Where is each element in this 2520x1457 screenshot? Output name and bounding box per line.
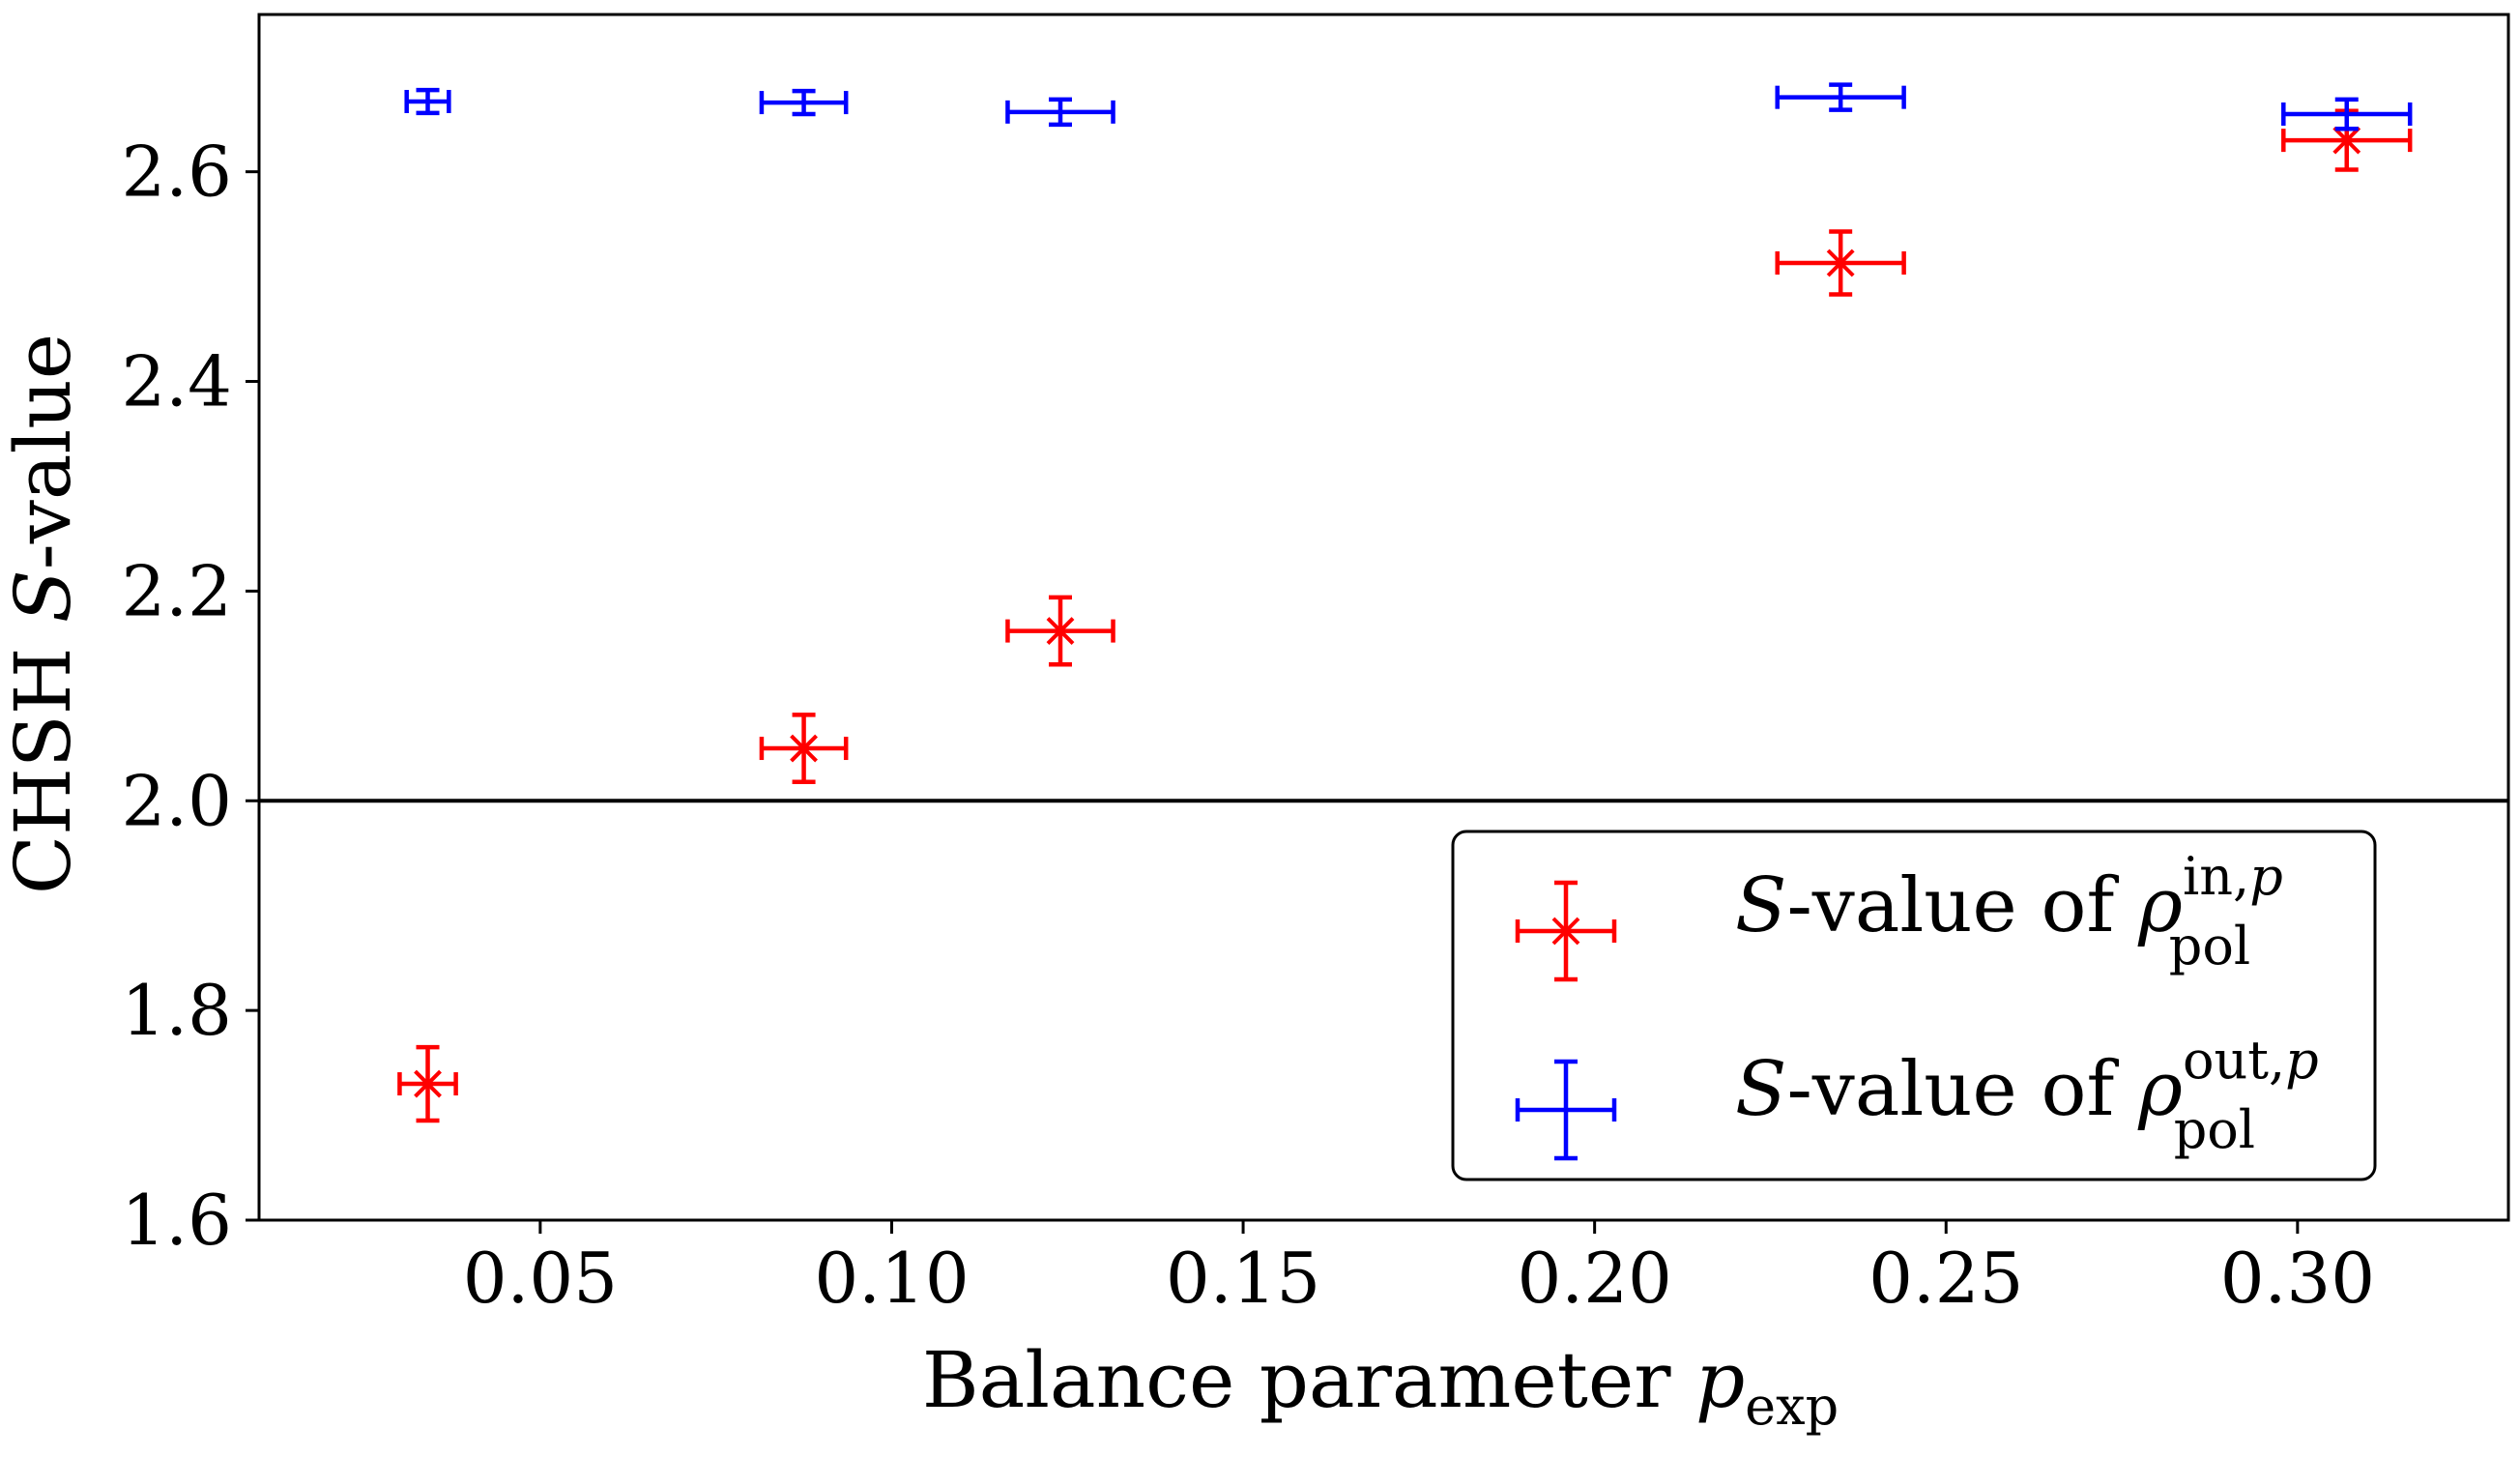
- y-tick-label: 2.4: [121, 341, 232, 423]
- x-tick-label: 0.20: [1518, 1238, 1672, 1319]
- x-marker-stroke: [790, 734, 818, 763]
- data-point: [1775, 229, 1906, 297]
- x-tick-label: 0.05: [463, 1238, 618, 1319]
- y-tick-label: 1.8: [121, 970, 232, 1051]
- legend-entry-out: S-value of ρout,p pol: [1515, 1030, 2319, 1161]
- series-0: [397, 108, 2413, 1123]
- x-marker-stroke: [1826, 248, 1855, 277]
- y-tick-label: 2.6: [121, 131, 232, 213]
- legend-box: [1451, 830, 2377, 1181]
- x-marker-stroke: [1046, 617, 1075, 646]
- x-marker-stroke: [1551, 917, 1580, 946]
- y-tick-label: 2.0: [121, 760, 232, 841]
- y-axis-title: CHSH S-value: [0, 334, 88, 894]
- legend-label-in: S-value of ρin,p pol: [1735, 846, 2283, 976]
- series-layer: [397, 82, 2413, 1123]
- x-marker-stroke: [2332, 126, 2361, 155]
- x-tick-label: 0.25: [1868, 1238, 2023, 1319]
- data-point: [404, 87, 451, 116]
- legend-entry-in: S-value of ρin,p pol: [1515, 846, 2283, 982]
- data-point: [759, 88, 849, 117]
- y-axis-ticks: 1.6 1.8 2.0 2.2 2.4 2.6: [121, 131, 259, 1261]
- plot-frame: [257, 13, 2510, 1222]
- y-tick-label: 1.6: [121, 1180, 232, 1261]
- data-point: [397, 1044, 458, 1123]
- x-marker-stroke: [414, 1069, 442, 1098]
- legend: S-value of ρin,p pol S-value of ρout,p pol: [1451, 830, 2377, 1181]
- x-tick-label: 0.30: [2220, 1238, 2375, 1319]
- data-point: [1005, 595, 1115, 667]
- legend-label-out: S-value of ρout,p pol: [1735, 1030, 2319, 1160]
- data-point: [2281, 97, 2413, 131]
- x-tick-label: 0.15: [1166, 1238, 1320, 1319]
- data-point: [1775, 82, 1906, 112]
- legend-marker-out: [1515, 1059, 1617, 1161]
- x-axis-ticks: 0.05 0.10 0.15 0.20 0.25 0.30: [463, 1220, 2375, 1319]
- legend-marker-in: [1515, 880, 1617, 982]
- y-tick-label: 2.2: [121, 550, 232, 631]
- x-tick-label: 0.10: [814, 1238, 969, 1319]
- legend-handle: [1515, 880, 1617, 982]
- data-point: [759, 713, 849, 784]
- data-point: [1005, 97, 1115, 128]
- legend-handle: [1515, 1059, 1617, 1161]
- x-axis-title: Balance parameter pexp: [922, 1335, 1839, 1437]
- data-point: [2281, 108, 2413, 172]
- series-1: [404, 82, 2413, 131]
